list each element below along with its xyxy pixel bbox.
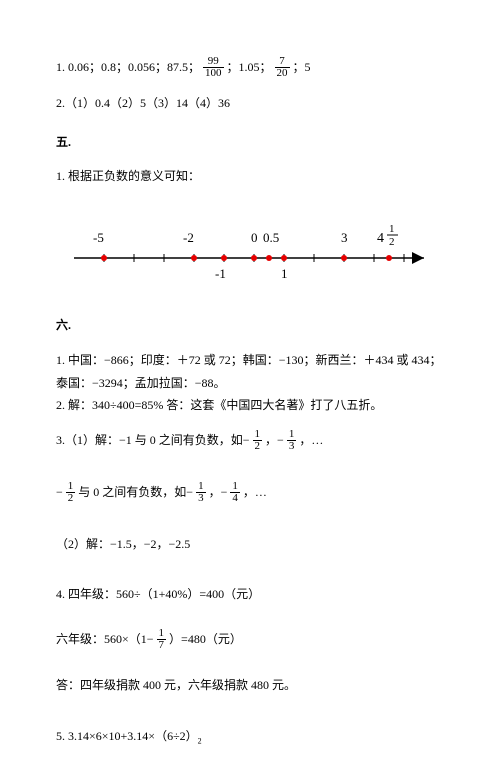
- text: 5. 3.14×6×10+3.14×（6÷2）: [56, 729, 198, 743]
- text: 与 0 之间有负数，如−: [78, 485, 196, 499]
- text: ，…: [299, 433, 323, 447]
- q6-4-answer: 答：四年级捐款 400 元，六年级捐款 480 元。: [56, 674, 444, 697]
- svg-text:-5: -5: [93, 230, 104, 245]
- q6-1-text: 1. 中国：−866；印度：＋72 或 72；韩国：−130；新西兰：＋434 …: [56, 349, 444, 395]
- text: ；1.05；: [227, 60, 272, 74]
- text: ）=480（元）: [169, 632, 242, 646]
- section-six-heading: 六.: [56, 314, 444, 337]
- svg-text:4: 4: [377, 231, 384, 246]
- text: 六年级：560×（1−: [56, 632, 157, 646]
- fraction-1-2: 1 2: [253, 429, 263, 452]
- text: 3.（1）解：−1 与 0 之间有负数，如−: [56, 433, 253, 447]
- svg-text:1: 1: [389, 223, 395, 235]
- fraction-7-20: 7 20: [275, 56, 290, 79]
- number-line-diagram: -5-2-100.513412: [64, 196, 444, 302]
- q6-4-line1: 4. 四年级：560÷（1+40%）=400（元）: [56, 583, 444, 606]
- text: ，−: [209, 485, 231, 499]
- q6-5-text: 5. 3.14×6×10+3.14×（6÷2）2: [56, 725, 444, 749]
- q6-3-part2: （2）解：−1.5，−2，−2.5: [56, 533, 444, 556]
- svg-text:-2: -2: [183, 230, 194, 245]
- text: ，−: [265, 433, 287, 447]
- svg-text:0.5: 0.5: [263, 230, 279, 245]
- section-five-heading: 五.: [56, 131, 444, 154]
- q6-3-part1: 3.（1）解：−1 与 0 之间有负数，如− 1 2 ，− 1 3 ，…: [56, 429, 444, 453]
- text: −: [56, 485, 66, 499]
- q6-3-part1b: − 1 2 与 0 之间有负数，如− 1 3 ，− 1 4 ，…: [56, 481, 444, 505]
- fraction-1-4: 1 4: [230, 481, 240, 504]
- svg-text:0: 0: [251, 230, 258, 245]
- text: 1. 0.06；0.8；0.056；87.5；: [56, 60, 200, 74]
- svg-text:-1: -1: [215, 266, 226, 281]
- text: ；5: [293, 60, 311, 74]
- fraction-1-7: 1 7: [157, 628, 167, 651]
- svg-text:1: 1: [281, 266, 288, 281]
- answer-line-1: 1. 0.06；0.8；0.056；87.5； 99 100 ；1.05； 7 …: [56, 56, 444, 80]
- fraction-1-2b: 1 2: [66, 481, 76, 504]
- answer-line-2: 2.（1）0.4（2）5（3）14（4）36: [56, 92, 444, 115]
- fraction-1-3b: 1 3: [196, 481, 206, 504]
- text: ，…: [243, 485, 267, 499]
- q6-2-text: 2. 解：340÷400=85% 答：这套《中国四大名著》打了八五折。: [56, 394, 444, 417]
- q6-4-line2: 六年级：560×（1− 1 7 ）=480（元）: [56, 628, 444, 652]
- svg-text:2: 2: [389, 236, 395, 248]
- q5-1-text: 1. 根据正负数的意义可知：: [56, 165, 444, 188]
- fraction-99-100: 99 100: [203, 56, 224, 79]
- svg-text:3: 3: [341, 230, 348, 245]
- exponent-2: 2: [198, 736, 202, 745]
- fraction-1-3: 1 3: [287, 429, 297, 452]
